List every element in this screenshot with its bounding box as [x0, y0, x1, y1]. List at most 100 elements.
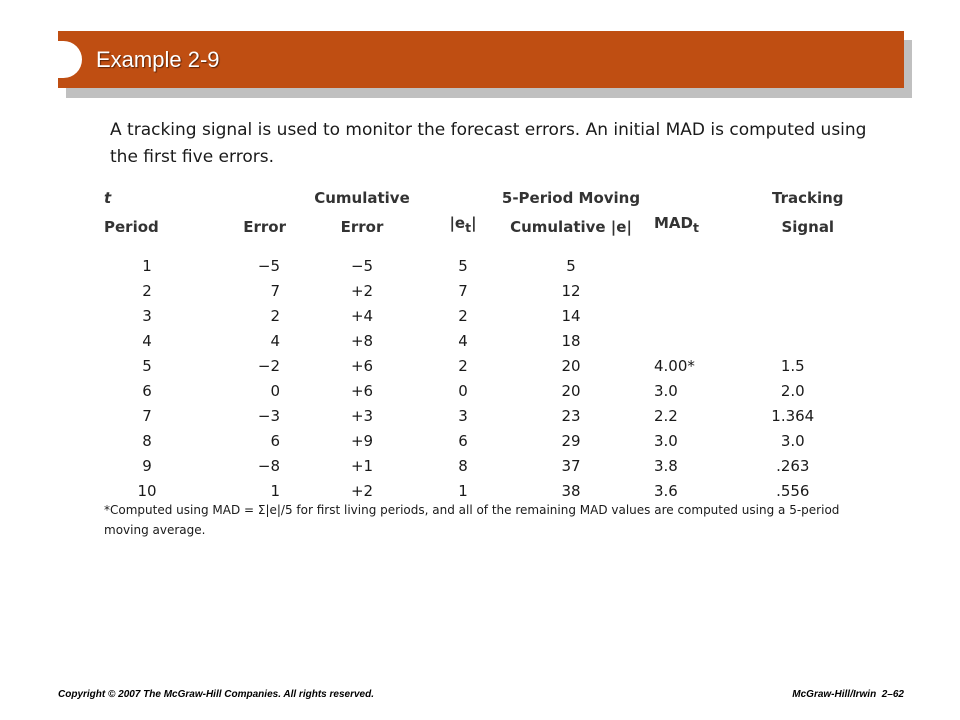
cell-mad: 2.2 [654, 407, 678, 425]
cell-tracking-signal [742, 279, 844, 304]
cell-cumulative-error: +1 [350, 457, 374, 475]
cell-error: 2 [270, 307, 280, 325]
cell-mad: 3.6 [654, 482, 678, 500]
header-row-bottom: Period Error Error |et| Cumulative |e| M… [104, 211, 844, 254]
cell-moving-cumulative: 29 [561, 432, 581, 450]
cell-period: 7 [142, 407, 152, 425]
table-row: 2 7 +2 7 12 [104, 279, 844, 304]
table-row: 7 −3 +3 3 23 2.2 1.364 [104, 404, 844, 429]
cell-mad [654, 254, 742, 279]
page-number: 2–62 [881, 689, 904, 700]
cell-error: −8 [257, 457, 280, 475]
banner-notch [48, 41, 82, 78]
cell-mad: 3.0 [654, 432, 678, 450]
cell-period: 5 [142, 357, 152, 375]
cell-period: 9 [142, 457, 152, 475]
cell-abs-error: 8 [458, 457, 468, 475]
cell-tracking-signal: 1.364 [771, 407, 815, 425]
cell-period: 3 [142, 307, 152, 325]
cell-cumulative-error: −5 [350, 257, 374, 275]
cell-moving-cumulative: 20 [561, 382, 581, 400]
cell-abs-error: 7 [458, 282, 468, 300]
header-blank-1 [190, 186, 286, 211]
cell-mad [654, 304, 742, 329]
cell-abs-error: 1 [458, 482, 468, 500]
copyright-footer: Copyright © 2007 The McGraw-Hill Compani… [58, 689, 374, 700]
cell-error: −3 [257, 407, 280, 425]
cell-period: 8 [142, 432, 152, 450]
intro-text: A tracking signal is used to monitor the… [110, 120, 867, 167]
header-mad: MADt [654, 214, 699, 235]
header-t: t [104, 189, 112, 207]
cell-period: 2 [142, 282, 152, 300]
tracking-signal-table: t Cumulative 5-Period Moving Tracking Pe… [104, 186, 844, 504]
cell-error: −5 [257, 257, 280, 275]
cell-period: 1 [142, 257, 152, 275]
cell-mad [654, 329, 742, 354]
header-blank-3 [654, 186, 742, 211]
cell-abs-error: 3 [458, 407, 468, 425]
header-blank-2 [438, 186, 488, 211]
table-row: 6 0 +6 0 20 3.0 2.0 [104, 379, 844, 404]
cell-abs-error: 4 [458, 332, 468, 350]
table-row: 8 6 +9 6 29 3.0 3.0 [104, 429, 844, 454]
cell-error: −2 [257, 357, 280, 375]
table-row: 1 −5 −5 5 5 [104, 254, 844, 279]
header-abs-error: |et| [449, 214, 477, 235]
cell-moving-cumulative: 14 [561, 307, 581, 325]
header-period: Period [104, 218, 159, 236]
cell-moving-cumulative: 37 [561, 457, 581, 475]
cell-mad [654, 279, 742, 304]
table-row: 9 −8 +1 8 37 3.8 .263 [104, 454, 844, 479]
cell-tracking-signal: .556 [776, 482, 810, 500]
cell-tracking-signal: 2.0 [780, 382, 805, 400]
cell-moving-cumulative: 38 [561, 482, 581, 500]
cell-error: 0 [270, 382, 280, 400]
cell-error: 1 [270, 482, 280, 500]
cell-cumulative-error: +6 [350, 382, 374, 400]
cell-tracking-signal [742, 329, 844, 354]
cell-period: 4 [142, 332, 152, 350]
cell-period: 6 [142, 382, 152, 400]
cell-period: 10 [137, 482, 157, 500]
cell-cumulative-error: +3 [350, 407, 374, 425]
cell-mad: 4.00* [654, 357, 695, 375]
cell-moving-cumulative: 20 [561, 357, 581, 375]
cell-moving-cumulative: 5 [566, 257, 576, 275]
cell-cumulative-error: +8 [350, 332, 374, 350]
cell-tracking-signal [742, 304, 844, 329]
table-body: 1 −5 −5 5 5 2 7 +2 7 12 3 2 +4 2 14 4 4 +8 4 18 5 −2 +6 2 20 4.00… [104, 254, 844, 504]
publisher-label: McGraw-Hill/Irwin [792, 689, 877, 700]
header-moving-cumulative: Cumulative |e| [510, 218, 632, 236]
cell-moving-cumulative: 12 [561, 282, 581, 300]
header-tracking: Tracking [772, 189, 844, 207]
cell-abs-error: 2 [458, 307, 468, 325]
header-5-period-moving: 5-Period Moving [501, 189, 641, 207]
cell-error: 4 [270, 332, 280, 350]
cell-tracking-signal [742, 254, 844, 279]
cell-cumulative-error: +2 [350, 282, 374, 300]
cell-mad: 3.0 [654, 382, 678, 400]
header-row-top: t Cumulative 5-Period Moving Tracking [104, 186, 844, 211]
cell-error: 7 [270, 282, 280, 300]
cell-cumulative-error: +2 [350, 482, 374, 500]
cell-abs-error: 6 [458, 432, 468, 450]
cell-tracking-signal: .263 [776, 457, 810, 475]
cell-error: 6 [270, 432, 280, 450]
table-row: 5 −2 +6 2 20 4.00* 1.5 [104, 354, 844, 379]
cell-abs-error: 2 [458, 357, 468, 375]
header-signal: Signal [781, 218, 835, 236]
cell-cumulative-error: +9 [350, 432, 374, 450]
footnote: *Computed using MAD = Σ|e|/5 for first l… [104, 503, 840, 537]
cell-moving-cumulative: 18 [561, 332, 581, 350]
table-row: 10 1 +2 1 38 3.6 .556 [104, 479, 844, 504]
cell-tracking-signal: 3.0 [780, 432, 805, 450]
cell-mad: 3.8 [654, 457, 678, 475]
cell-moving-cumulative: 23 [561, 407, 581, 425]
cell-tracking-signal: 1.5 [780, 357, 805, 375]
cell-cumulative-error: +4 [350, 307, 374, 325]
header-cumulative-error: Error [340, 218, 384, 236]
table-row: 3 2 +4 2 14 [104, 304, 844, 329]
slide-title: Example 2-9 [96, 47, 220, 72]
title-banner [58, 31, 904, 88]
